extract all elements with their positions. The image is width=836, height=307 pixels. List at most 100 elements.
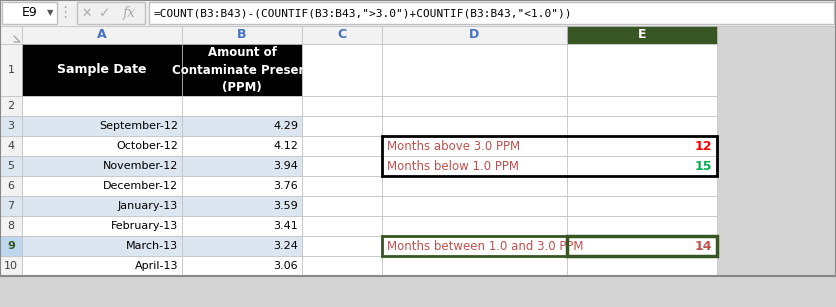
Bar bbox=[382, 136, 567, 156]
Text: 10: 10 bbox=[4, 261, 18, 271]
Text: 4.12: 4.12 bbox=[273, 141, 298, 151]
Text: Months between 1.0 and 3.0 PPM: Months between 1.0 and 3.0 PPM bbox=[387, 239, 584, 252]
Bar bbox=[22, 236, 182, 256]
Text: 3.59: 3.59 bbox=[273, 201, 298, 211]
Text: Months below 1.0 PPM: Months below 1.0 PPM bbox=[387, 160, 519, 173]
Bar bbox=[182, 44, 302, 96]
Bar bbox=[22, 196, 182, 216]
Bar bbox=[567, 136, 717, 156]
Bar bbox=[182, 236, 302, 256]
Text: ✓: ✓ bbox=[99, 6, 111, 20]
Text: =COUNT(B3:B43)-(COUNTIF(B3:B43,">3.0")+COUNTIF(B3:B43,"<1.0")): =COUNT(B3:B43)-(COUNTIF(B3:B43,">3.0")+C… bbox=[154, 8, 573, 18]
Bar bbox=[302, 96, 382, 116]
Bar bbox=[567, 26, 717, 44]
Bar bbox=[0, 0, 836, 26]
Bar bbox=[182, 216, 302, 236]
Bar bbox=[567, 196, 717, 216]
Bar bbox=[182, 116, 302, 136]
Bar bbox=[382, 176, 567, 196]
Text: 3.41: 3.41 bbox=[273, 221, 298, 231]
Bar bbox=[0, 156, 22, 176]
Bar bbox=[382, 156, 567, 176]
Text: February-13: February-13 bbox=[110, 221, 178, 231]
Text: D: D bbox=[469, 29, 480, 41]
Bar bbox=[22, 136, 182, 156]
Bar bbox=[22, 44, 182, 96]
Bar bbox=[22, 176, 182, 196]
Text: ⋮: ⋮ bbox=[58, 6, 73, 21]
Text: 3: 3 bbox=[8, 121, 14, 131]
Bar bbox=[382, 96, 567, 116]
Bar bbox=[382, 116, 567, 136]
Text: November-12: November-12 bbox=[103, 161, 178, 171]
Bar bbox=[382, 26, 567, 44]
Bar bbox=[22, 216, 182, 236]
Bar bbox=[0, 136, 22, 156]
Text: 8: 8 bbox=[8, 221, 14, 231]
Bar bbox=[182, 136, 302, 156]
Text: 7: 7 bbox=[8, 201, 14, 211]
Text: 6: 6 bbox=[8, 181, 14, 191]
Bar bbox=[182, 196, 302, 216]
Bar bbox=[302, 236, 382, 256]
Text: 4: 4 bbox=[8, 141, 14, 151]
Bar bbox=[382, 236, 567, 256]
Text: 3.24: 3.24 bbox=[273, 241, 298, 251]
Bar bbox=[302, 216, 382, 236]
Bar bbox=[567, 116, 717, 136]
Text: 3.06: 3.06 bbox=[273, 261, 298, 271]
Text: April-13: April-13 bbox=[135, 261, 178, 271]
Bar bbox=[0, 26, 22, 44]
Text: 1: 1 bbox=[8, 65, 14, 75]
Bar bbox=[0, 176, 22, 196]
Bar bbox=[0, 196, 22, 216]
Bar bbox=[22, 116, 182, 136]
Bar bbox=[0, 236, 22, 256]
Text: 15: 15 bbox=[695, 160, 712, 173]
Text: 3.76: 3.76 bbox=[273, 181, 298, 191]
Text: 12: 12 bbox=[695, 139, 712, 153]
Text: 2: 2 bbox=[8, 101, 14, 111]
Text: Sample Date: Sample Date bbox=[57, 64, 147, 76]
Bar bbox=[302, 44, 382, 96]
Bar bbox=[302, 136, 382, 156]
Text: fx: fx bbox=[123, 6, 135, 20]
Bar bbox=[567, 44, 717, 96]
Bar bbox=[182, 156, 302, 176]
Bar bbox=[0, 0, 836, 26]
Bar bbox=[382, 196, 567, 216]
Text: ✕: ✕ bbox=[82, 6, 92, 20]
Text: 5: 5 bbox=[8, 161, 14, 171]
Text: 4.29: 4.29 bbox=[273, 121, 298, 131]
Bar bbox=[0, 96, 22, 116]
Bar bbox=[302, 156, 382, 176]
Bar bbox=[567, 156, 717, 176]
Bar bbox=[567, 96, 717, 116]
Text: Amount of
Contaminate Present
(PPM): Amount of Contaminate Present (PPM) bbox=[171, 46, 313, 94]
Text: 9: 9 bbox=[7, 241, 15, 251]
Bar bbox=[0, 256, 22, 276]
Text: B: B bbox=[237, 29, 247, 41]
Text: January-13: January-13 bbox=[118, 201, 178, 211]
Bar bbox=[182, 26, 302, 44]
Bar bbox=[0, 116, 22, 136]
Bar bbox=[0, 216, 22, 236]
Text: E9: E9 bbox=[22, 6, 38, 20]
Bar bbox=[567, 256, 717, 276]
Text: A: A bbox=[97, 29, 107, 41]
Bar bbox=[302, 256, 382, 276]
Bar bbox=[149, 2, 834, 24]
Text: ▼: ▼ bbox=[47, 9, 53, 17]
Bar bbox=[22, 96, 182, 116]
Bar bbox=[302, 26, 382, 44]
Bar bbox=[567, 176, 717, 196]
Text: March-13: March-13 bbox=[126, 241, 178, 251]
Bar bbox=[0, 44, 22, 96]
Bar bbox=[382, 256, 567, 276]
Text: October-12: October-12 bbox=[116, 141, 178, 151]
Text: Months above 3.0 PPM: Months above 3.0 PPM bbox=[387, 139, 520, 153]
Bar bbox=[2, 2, 57, 24]
Bar bbox=[22, 26, 182, 44]
Text: December-12: December-12 bbox=[103, 181, 178, 191]
Bar bbox=[302, 176, 382, 196]
